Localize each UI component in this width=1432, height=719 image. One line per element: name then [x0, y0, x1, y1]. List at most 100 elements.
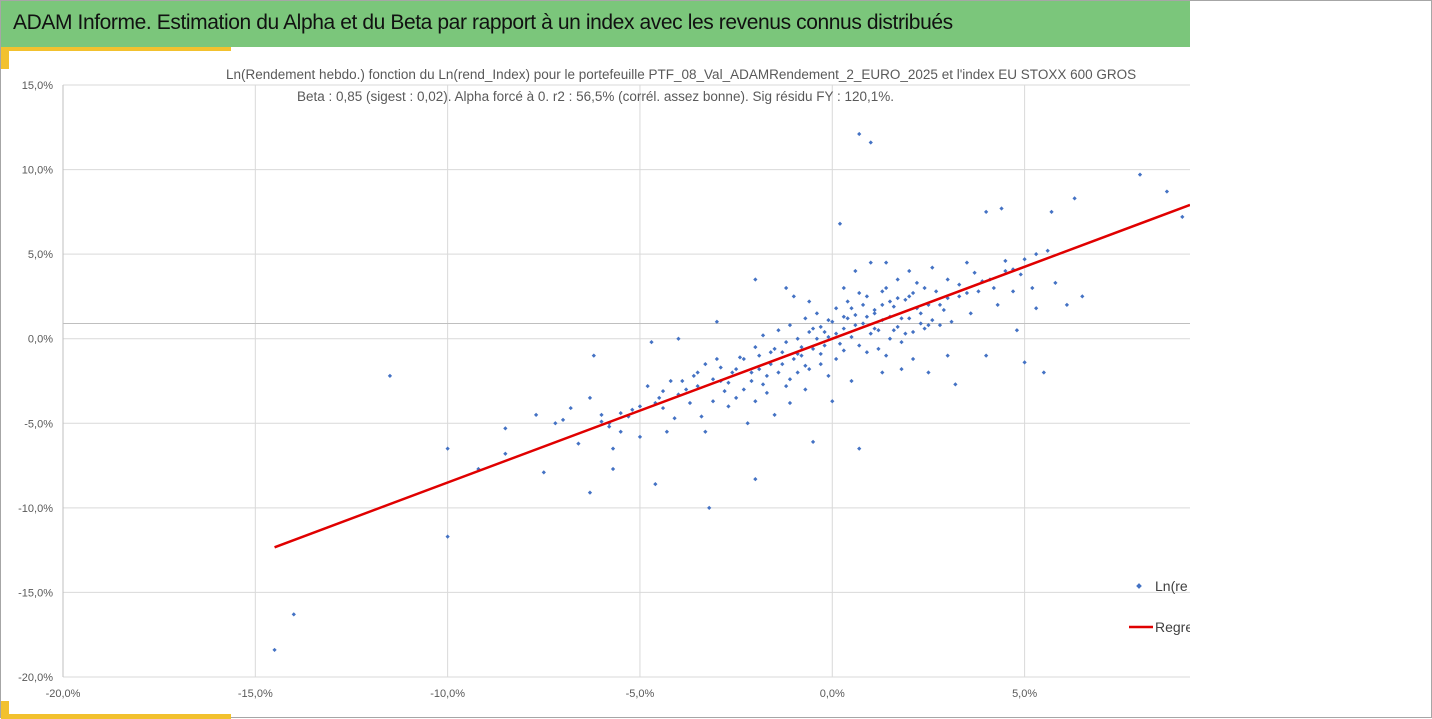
data-point: [799, 345, 804, 350]
data-point: [891, 304, 896, 309]
data-point: [795, 336, 800, 341]
data-point: [1045, 248, 1050, 253]
data-point: [784, 285, 789, 291]
x-tick-label: -5,0%: [626, 688, 655, 700]
data-point: [672, 416, 677, 421]
data-point: [864, 314, 870, 319]
data-point: [1034, 252, 1039, 257]
data-point: [799, 353, 804, 358]
data-point: [760, 333, 766, 338]
data-point: [664, 429, 670, 434]
data-point: [880, 289, 885, 294]
data-point: [830, 319, 835, 324]
data-point: [887, 299, 893, 304]
data-point: [826, 317, 831, 323]
data-point: [941, 307, 946, 313]
y-tick-label: -5,0%: [24, 418, 53, 430]
data-point: [568, 405, 573, 411]
data-point: [830, 399, 835, 404]
scatter-points: [272, 131, 1185, 653]
data-point: [884, 353, 889, 358]
data-point: [995, 302, 1000, 308]
data-point: [1137, 172, 1143, 177]
y-tick-label: 15,0%: [22, 80, 53, 92]
data-point: [710, 399, 716, 404]
data-point: [791, 294, 796, 299]
data-point: [818, 361, 823, 367]
data-point: [683, 387, 689, 392]
data-point: [803, 363, 808, 368]
legend-label-line: Regre: [1155, 619, 1190, 635]
data-point: [926, 370, 931, 375]
data-point: [576, 441, 581, 446]
data-point: [637, 404, 643, 409]
data-point: [533, 412, 539, 417]
data-point: [784, 339, 789, 345]
data-point: [503, 426, 508, 431]
data-point: [726, 380, 731, 385]
data-point: [1018, 272, 1023, 277]
data-point: [591, 353, 596, 358]
data-point: [787, 377, 793, 382]
data-point: [964, 290, 970, 296]
data-point: [834, 356, 839, 362]
data-point: [741, 356, 746, 362]
data-point: [630, 407, 635, 412]
data-point: [937, 302, 943, 308]
data-point: [760, 382, 766, 387]
data-point: [968, 311, 973, 316]
data-point: [826, 373, 831, 379]
data-point: [1164, 189, 1170, 194]
data-point: [868, 260, 873, 265]
accent-bar-left: [1, 47, 9, 69]
data-point: [910, 356, 916, 362]
data-point: [887, 336, 893, 341]
data-point: [918, 311, 923, 316]
data-point: [857, 131, 862, 137]
data-point: [849, 334, 854, 340]
regression-line-group: [274, 203, 1190, 549]
data-point: [907, 316, 912, 321]
data-point: [930, 317, 935, 323]
data-point: [1022, 257, 1027, 262]
data-point: [810, 346, 816, 351]
data-point: [776, 328, 781, 333]
data-point: [587, 490, 593, 495]
data-point: [853, 312, 858, 318]
data-point: [699, 414, 704, 419]
data-point: [1010, 289, 1016, 294]
data-point: [1080, 294, 1085, 299]
data-point: [807, 329, 812, 335]
data-point: [695, 370, 700, 375]
data-point: [1022, 360, 1027, 365]
data-point: [899, 339, 904, 345]
data-point: [972, 270, 977, 275]
data-point: [645, 383, 650, 389]
data-point: [849, 306, 854, 311]
data-point: [976, 289, 981, 294]
data-point: [780, 361, 785, 367]
data-point: [737, 355, 743, 360]
data-point: [718, 365, 723, 370]
title-banner: ADAM Informe. Estimation du Alpha et du …: [1, 1, 1190, 47]
data-point: [999, 206, 1004, 211]
data-point: [834, 331, 839, 336]
chart-area[interactable]: -20,0% -15,0% -10,0% -5,0% 0,0% 5,0% 15,0% 10,0…: [1, 51, 1190, 719]
data-point: [695, 383, 700, 389]
data-point: [637, 434, 643, 439]
axes: -20,0% -15,0% -10,0% -5,0% 0,0% 5,0% 15,0% 10,0…: [18, 80, 1190, 700]
data-point: [884, 285, 889, 291]
data-point: [934, 289, 939, 294]
data-point: [895, 295, 900, 301]
data-point: [810, 439, 816, 445]
data-point: [599, 412, 604, 417]
data-point: [753, 399, 758, 404]
accent-bar-top: [1, 47, 231, 51]
data-point: [610, 466, 616, 472]
data-point: [772, 412, 777, 417]
data-point: [607, 424, 612, 429]
data-point: [741, 387, 746, 392]
data-point: [872, 311, 877, 316]
data-point: [668, 378, 673, 384]
